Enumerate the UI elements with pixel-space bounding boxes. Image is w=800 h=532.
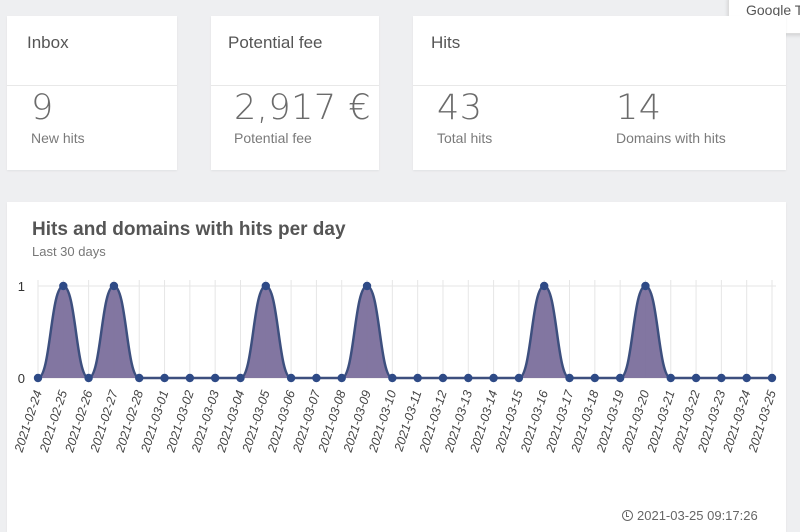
data-point bbox=[717, 373, 726, 383]
inbox-card-title: Inbox bbox=[7, 16, 177, 86]
chart-title: Hits and domains with hits per day bbox=[32, 219, 346, 240]
inbox-card: Inbox 9 New hits bbox=[7, 16, 177, 170]
chart-subtitle: Last 30 days bbox=[32, 244, 106, 259]
data-point bbox=[641, 281, 650, 291]
data-point bbox=[666, 373, 675, 383]
series-area bbox=[38, 286, 772, 378]
data-point bbox=[185, 373, 195, 383]
data-point bbox=[565, 373, 574, 383]
potential-fee-card-title: Potential fee bbox=[211, 16, 379, 86]
hits-card-title: Hits bbox=[413, 16, 786, 86]
data-point bbox=[514, 373, 524, 383]
data-point bbox=[109, 281, 119, 291]
data-point bbox=[742, 373, 751, 383]
y-tick-label: 1 bbox=[18, 279, 25, 294]
data-point bbox=[236, 373, 245, 383]
domains-with-hits-metric: 14 Domains with hits bbox=[616, 88, 726, 146]
data-point bbox=[615, 373, 625, 383]
potential-fee-metric: 2,917 € Potential fee bbox=[234, 88, 371, 146]
data-point bbox=[337, 373, 346, 383]
data-point bbox=[286, 373, 296, 383]
data-point bbox=[388, 373, 397, 383]
data-point bbox=[312, 373, 321, 383]
new-hits-label: New hits bbox=[31, 130, 85, 146]
potential-fee-label: Potential fee bbox=[234, 130, 312, 146]
data-point bbox=[691, 373, 701, 383]
data-point bbox=[362, 281, 372, 291]
data-point bbox=[489, 373, 498, 383]
total-hits-metric: 43 Total hits bbox=[437, 88, 492, 146]
data-point bbox=[135, 373, 144, 383]
data-point bbox=[464, 373, 473, 383]
data-point bbox=[84, 373, 93, 383]
new-hits-value: 9 bbox=[31, 88, 54, 128]
data-point bbox=[261, 281, 270, 291]
data-point bbox=[540, 281, 549, 291]
potential-fee-value: 2,917 € bbox=[234, 88, 372, 128]
total-hits-label: Total hits bbox=[437, 130, 493, 146]
inbox-metric: 9 New hits bbox=[31, 88, 85, 146]
data-point bbox=[210, 373, 220, 383]
hits-card: Hits 43 Total hits 14 Domains with hits bbox=[413, 16, 786, 170]
domains-with-hits-label: Domains with hits bbox=[616, 130, 726, 146]
domains-with-hits-value: 14 bbox=[616, 88, 662, 128]
total-hits-value: 43 bbox=[437, 88, 483, 128]
data-point bbox=[767, 373, 777, 383]
last-updated-timestamp: 2021-03-25 09:17:26 bbox=[622, 508, 758, 523]
google-translate-label: Google T bbox=[746, 2, 800, 18]
data-point bbox=[160, 373, 169, 383]
clock-icon bbox=[622, 510, 633, 521]
potential-fee-card: Potential fee 2,917 € Potential fee bbox=[211, 16, 379, 170]
y-tick-label: 0 bbox=[18, 371, 25, 386]
data-point bbox=[59, 281, 68, 291]
data-point bbox=[33, 373, 43, 383]
data-point bbox=[413, 373, 422, 383]
data-point bbox=[590, 373, 600, 383]
data-point bbox=[438, 373, 448, 383]
timestamp-text: 2021-03-25 09:17:26 bbox=[637, 508, 758, 523]
